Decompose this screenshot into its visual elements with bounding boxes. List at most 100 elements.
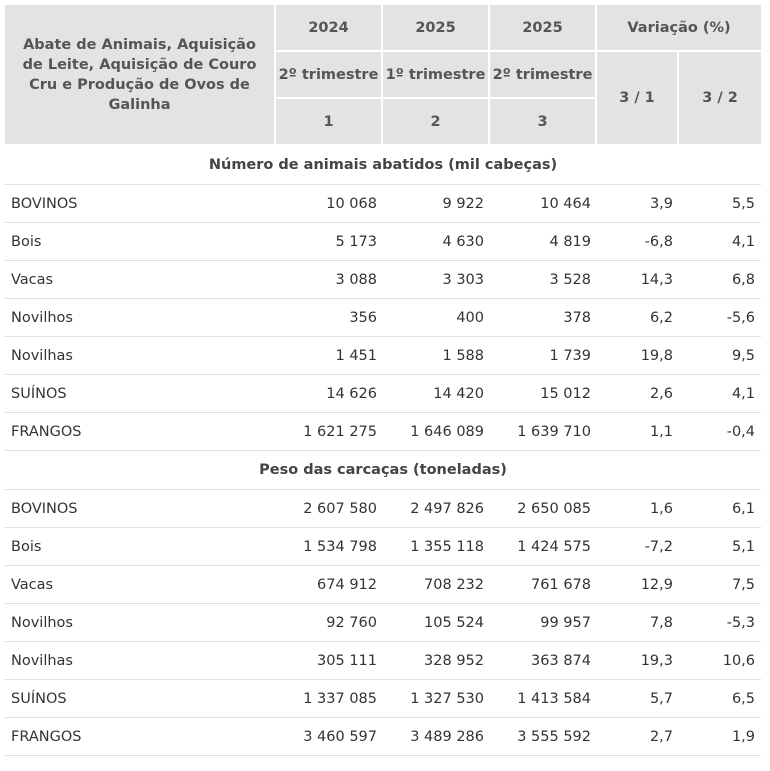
table-row: SUÍNOS 1 337 085 1 327 530 1 413 584 5,7 6,5 <box>5 680 762 718</box>
value-2025-q2: 3 528 <box>490 261 597 299</box>
period-header-1: 2º trimestre <box>276 52 383 99</box>
variation-3-1: 1,6 <box>597 490 679 528</box>
variation-3-2: 4,1 <box>679 223 762 261</box>
variation-col-3-1: 3 / 1 <box>597 52 679 146</box>
value-2025-q2: 1 424 575 <box>490 528 597 566</box>
variation-3-2: -5,6 <box>679 299 762 337</box>
row-label: BOVINOS <box>5 490 276 528</box>
variation-3-1: -7,2 <box>597 528 679 566</box>
section-row: Peso das carcaças (toneladas) <box>5 451 762 490</box>
table-row: Novilhas 1 451 1 588 1 739 19,8 9,5 <box>5 337 762 375</box>
row-label: SUÍNOS <box>5 375 276 413</box>
value-2024-q2: 2 607 580 <box>276 490 383 528</box>
row-label: Novilhas <box>5 642 276 680</box>
value-2024-q2: 1 337 085 <box>276 680 383 718</box>
variation-3-2: 5,5 <box>679 185 762 223</box>
value-2024-q2: 356 <box>276 299 383 337</box>
value-2024-q2: 5 173 <box>276 223 383 261</box>
variation-header: Variação (%) <box>597 5 762 52</box>
year-header-2: 2025 <box>383 5 490 52</box>
value-2024-q2: 305 111 <box>276 642 383 680</box>
value-2025-q1: 105 524 <box>383 604 490 642</box>
section-row: Número de animais abatidos (mil cabeças) <box>5 146 762 185</box>
value-2025-q1: 708 232 <box>383 566 490 604</box>
value-2025-q1: 1 588 <box>383 337 490 375</box>
value-2024-q2: 92 760 <box>276 604 383 642</box>
row-label: Bois <box>5 528 276 566</box>
row-label: SUÍNOS <box>5 680 276 718</box>
variation-3-1: 19,8 <box>597 337 679 375</box>
value-2025-q1: 1 355 118 <box>383 528 490 566</box>
value-2024-q2: 1 621 275 <box>276 413 383 451</box>
period-header-3: 2º trimestre <box>490 52 597 99</box>
variation-3-2: 6,1 <box>679 490 762 528</box>
variation-3-1: 12,9 <box>597 566 679 604</box>
value-2025-q1: 400 <box>383 299 490 337</box>
variation-3-2: 10,6 <box>679 642 762 680</box>
value-2025-q1: 14 420 <box>383 375 490 413</box>
value-2024-q2: 3 088 <box>276 261 383 299</box>
variation-3-1: 3,9 <box>597 185 679 223</box>
variation-3-2: 7,5 <box>679 566 762 604</box>
variation-col-3-2: 3 / 2 <box>679 52 762 146</box>
variation-3-1: 14,3 <box>597 261 679 299</box>
index-header-3: 3 <box>490 99 597 146</box>
table-row: SUÍNOS 14 626 14 420 15 012 2,6 4,1 <box>5 375 762 413</box>
value-2025-q2: 99 957 <box>490 604 597 642</box>
value-2024-q2: 3 460 597 <box>276 718 383 756</box>
table-row: Vacas 674 912 708 232 761 678 12,9 7,5 <box>5 566 762 604</box>
value-2025-q2: 15 012 <box>490 375 597 413</box>
value-2025-q2: 1 639 710 <box>490 413 597 451</box>
value-2025-q2: 363 874 <box>490 642 597 680</box>
value-2025-q1: 3 303 <box>383 261 490 299</box>
table-row: FRANGOS 3 460 597 3 489 286 3 555 592 2,7 1,9 <box>5 718 762 756</box>
variation-3-1: 1,1 <box>597 413 679 451</box>
table-header: Abate de Animais, Aquisição de Leite, Aq… <box>5 5 762 146</box>
row-label: Vacas <box>5 261 276 299</box>
value-2025-q2: 10 464 <box>490 185 597 223</box>
variation-3-2: -0,4 <box>679 413 762 451</box>
value-2025-q1: 2 497 826 <box>383 490 490 528</box>
table-row: Novilhos 92 760 105 524 99 957 7,8 -5,3 <box>5 604 762 642</box>
variation-3-2: 1,9 <box>679 718 762 756</box>
value-2025-q2: 3 555 592 <box>490 718 597 756</box>
variation-3-1: 19,3 <box>597 642 679 680</box>
data-table: Abate de Animais, Aquisição de Leite, Aq… <box>5 5 762 756</box>
table-row: Novilhos 356 400 378 6,2 -5,6 <box>5 299 762 337</box>
variation-3-2: 4,1 <box>679 375 762 413</box>
table-row: Vacas 3 088 3 303 3 528 14,3 6,8 <box>5 261 762 299</box>
table-row: FRANGOS 1 621 275 1 646 089 1 639 710 1,1 -0,… <box>5 413 762 451</box>
row-label: Novilhos <box>5 604 276 642</box>
variation-3-2: -5,3 <box>679 604 762 642</box>
period-header-2: 1º trimestre <box>383 52 490 99</box>
table-row: Novilhas 305 111 328 952 363 874 19,3 10,6 <box>5 642 762 680</box>
value-2025-q2: 1 739 <box>490 337 597 375</box>
index-header-1: 1 <box>276 99 383 146</box>
corner-header: Abate de Animais, Aquisição de Leite, Aq… <box>5 5 276 146</box>
index-header-2: 2 <box>383 99 490 146</box>
variation-3-2: 6,5 <box>679 680 762 718</box>
variation-3-2: 9,5 <box>679 337 762 375</box>
value-2025-q1: 4 630 <box>383 223 490 261</box>
row-label: Novilhos <box>5 299 276 337</box>
section-title: Número de animais abatidos (mil cabeças) <box>5 146 762 185</box>
row-label: Vacas <box>5 566 276 604</box>
value-2024-q2: 1 534 798 <box>276 528 383 566</box>
year-header-3: 2025 <box>490 5 597 52</box>
table-row: BOVINOS 2 607 580 2 497 826 2 650 085 1,6 6,1 <box>5 490 762 528</box>
row-label: FRANGOS <box>5 413 276 451</box>
value-2024-q2: 1 451 <box>276 337 383 375</box>
section-title: Peso das carcaças (toneladas) <box>5 451 762 490</box>
value-2025-q2: 761 678 <box>490 566 597 604</box>
value-2025-q1: 1 646 089 <box>383 413 490 451</box>
value-2025-q2: 4 819 <box>490 223 597 261</box>
row-label: BOVINOS <box>5 185 276 223</box>
value-2025-q1: 1 327 530 <box>383 680 490 718</box>
value-2025-q1: 328 952 <box>383 642 490 680</box>
variation-3-1: -6,8 <box>597 223 679 261</box>
variation-3-2: 6,8 <box>679 261 762 299</box>
year-header-1: 2024 <box>276 5 383 52</box>
variation-3-1: 5,7 <box>597 680 679 718</box>
value-2024-q2: 14 626 <box>276 375 383 413</box>
value-2025-q2: 1 413 584 <box>490 680 597 718</box>
